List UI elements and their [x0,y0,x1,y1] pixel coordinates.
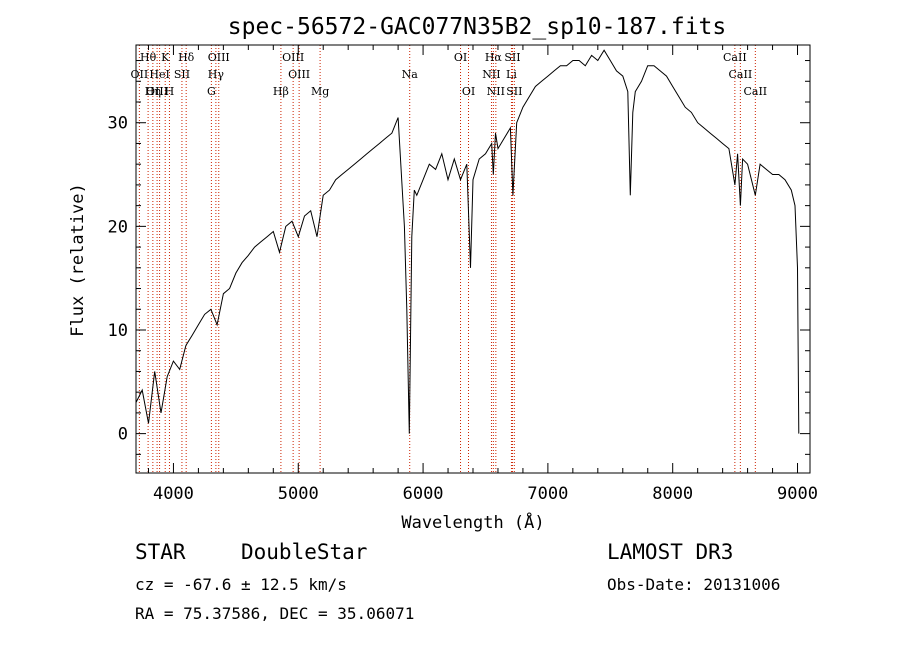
line-label-1-7: SII [504,51,520,64]
x-tick-label-8000: 8000 [652,484,693,504]
y-tick-label-30: 30 [108,114,128,134]
line-label-3-2: H [165,85,175,98]
line-label-2-4: OIII [288,68,310,81]
line-label-1-4: OIII [282,51,304,64]
line-label-1-2: Hδ [178,51,195,64]
line-label-3-1: Hη [145,85,161,98]
line-label-1-8: CaII [723,51,747,64]
observation-date: Obs-Date: 20131006 [607,575,780,594]
x-tick-label-5000: 5000 [278,484,319,504]
line-label-2-1: HeI [149,68,169,81]
line-label-3-4: Hβ [273,85,289,98]
plot-frame [135,44,811,474]
x-tick-label-7000: 7000 [527,484,568,504]
spectrum-series-line [135,49,800,434]
line-label-3-3: G [207,85,216,98]
line-label-1-6: Hα [485,51,503,64]
line-label-2-6: NII [482,68,500,81]
object-subclass: DoubleStar [241,540,367,564]
line-label-1-5: OI [454,51,467,64]
line-label-3-9: CaII [743,85,767,98]
line-label-3-8: SII [506,85,522,98]
line-label-3-7: NII [487,85,505,98]
x-tick-label-6000: 6000 [403,484,444,504]
line-label-2-3: Hγ [208,68,225,81]
x-tick-label-9000: 9000 [777,484,818,504]
line-label-3-5: Mg [311,85,329,98]
line-label-1-1: K [161,51,170,64]
chart-title: spec-56572-GAC077N35B2_sp10-187.fits [228,14,727,40]
survey-name: LAMOST DR3 [607,540,733,564]
y-tick-label-0: 0 [118,425,128,445]
x-tick-label-4000: 4000 [153,484,194,504]
y-tick-label-20: 20 [108,217,128,237]
object-class: STAR [135,540,186,564]
x-axis-ticks: 4000 5000 6000 7000 8000 9000 [147,45,818,504]
line-label-2-0: OII [131,68,149,81]
line-label-1-3: OIII [208,51,230,64]
y-tick-label-10: 10 [108,321,128,341]
line-label-3-6: OI [462,85,475,98]
line-label-2-7: Li [506,68,517,81]
line-label-2-5: Na [402,68,419,81]
ra-dec-coordinates: RA = 75.37586, DEC = 35.06071 [135,604,414,623]
emission-line-markers [138,45,756,473]
line-label-1-0: Hθ [140,51,157,64]
y-axis-ticks: 0 10 20 30 [108,60,810,455]
line-label-2-8: CaII [729,68,753,81]
line-label-3-0: OIII [146,85,168,98]
redshift-cz: cz = -67.6 ± 12.5 km/s [135,575,347,594]
y-axis-label: Flux (relative) [68,183,88,337]
line-label-2-2: SII [174,68,190,81]
x-axis-label: Wavelength (Å) [401,511,544,533]
